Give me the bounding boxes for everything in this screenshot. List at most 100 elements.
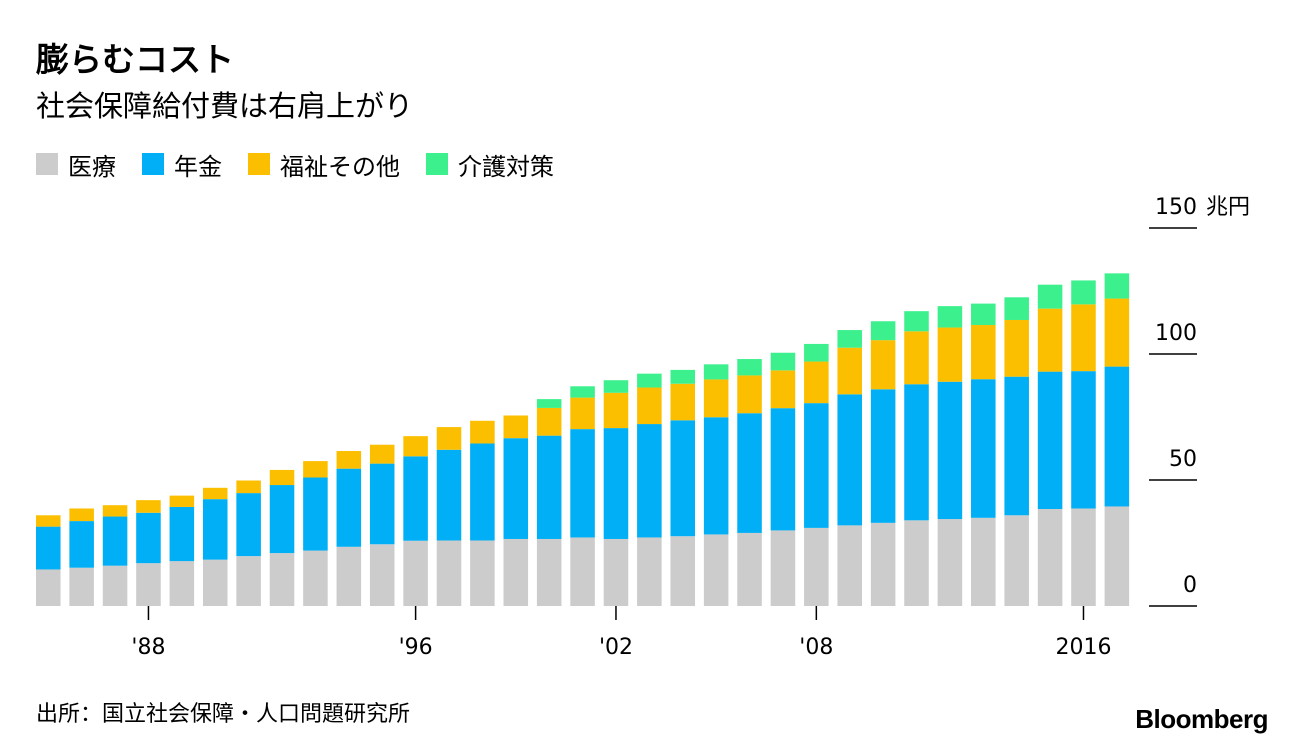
bar-segment-2014-s0 <box>1004 515 1029 606</box>
bar-segment-1987-s0 <box>102 565 128 606</box>
legend-swatch-nursing-care <box>426 153 448 175</box>
legend-label-medical: 医療 <box>68 152 116 181</box>
x-tick-label-2016: 2016 <box>1055 635 1111 660</box>
bar-segment-2010-s2 <box>870 340 896 390</box>
bar-segment-1989-s1 <box>169 506 195 562</box>
bar-segment-2006-s2 <box>737 375 762 414</box>
bar-segment-2004-s0 <box>670 536 696 606</box>
bar-segment-2007-s0 <box>770 530 796 606</box>
bar-segment-1996-s1 <box>403 456 428 541</box>
bar-segment-2003-s0 <box>637 537 662 606</box>
bar-segment-1987-s1 <box>102 516 128 566</box>
bar-segment-1989-s2 <box>169 495 195 507</box>
bar-segment-1997-s0 <box>436 540 462 606</box>
bar-segment-2005-s1 <box>703 417 729 535</box>
bar-segment-2006-s1 <box>737 413 762 533</box>
y-tick-label-150: 150 <box>1155 195 1197 220</box>
bar-segment-2002-s1 <box>603 428 629 539</box>
bar-segment-1997-s2 <box>436 427 462 450</box>
bar-segment-1994-s2 <box>336 451 362 469</box>
legend-item-welfare: 福祉その他 <box>248 147 400 182</box>
bar-segment-1999-s0 <box>503 538 529 606</box>
bar-segment-2005-s2 <box>703 379 729 418</box>
bar-segment-1986-s2 <box>69 508 94 522</box>
x-axis: '88 '96 '02 '08 2016 <box>131 606 1111 660</box>
bar-segment-1994-s0 <box>336 546 362 606</box>
bar-segment-2014-s2 <box>1004 319 1029 377</box>
bar-segment-2001-s1 <box>570 429 595 538</box>
bar-segment-2013-s3 <box>971 303 996 326</box>
bar-segment-2009-s0 <box>837 525 862 606</box>
bar-segment-2015-s0 <box>1037 508 1063 606</box>
legend-label-nursing-care: 介護対策 <box>458 152 554 181</box>
bar-segment-2010-s0 <box>870 522 896 606</box>
bar-segment-2013-s2 <box>971 325 996 380</box>
bar-segment-1999-s1 <box>503 438 529 539</box>
bar-segment-2009-s2 <box>837 347 862 395</box>
bar-segment-2005-s0 <box>703 534 729 606</box>
bar-segment-2013-s1 <box>971 379 996 518</box>
bar-segment-2002-s2 <box>603 392 629 429</box>
bar-segment-2011-s2 <box>904 331 929 385</box>
bar-segment-2014-s3 <box>1004 297 1029 320</box>
bar-segment-1988-s2 <box>136 500 161 513</box>
bar-segment-2008-s3 <box>804 343 829 362</box>
bar-segment-2009-s3 <box>837 330 862 348</box>
bar-segment-2008-s1 <box>804 403 829 528</box>
legend-item-nursing-care: 介護対策 <box>426 147 554 182</box>
bar-segment-2002-s0 <box>603 538 629 606</box>
bar-segment-2012-s0 <box>937 519 963 606</box>
legend: 医療 年金 福祉その他 介護対策 <box>36 147 554 181</box>
bar-segment-1988-s0 <box>136 563 161 606</box>
bar-segment-1995-s0 <box>369 544 395 606</box>
bar-segment-1993-s2 <box>303 461 328 478</box>
bar-segment-2010-s1 <box>870 389 896 523</box>
bar-segment-1998-s1 <box>470 443 495 541</box>
legend-label-pension: 年金 <box>174 152 222 181</box>
bar-segment-2015-s2 <box>1037 308 1063 372</box>
bar-segment-2003-s3 <box>637 373 662 388</box>
bar-segment-1990-s0 <box>202 559 228 606</box>
bar-segment-1986-s0 <box>69 567 94 606</box>
bar-segment-2000-s1 <box>536 435 562 539</box>
legend-label-welfare: 福祉その他 <box>280 152 400 181</box>
bar-segment-2012-s1 <box>937 381 963 520</box>
bar-segment-2001-s3 <box>570 386 595 398</box>
bar-segment-1990-s1 <box>202 499 228 560</box>
bar-segment-2012-s3 <box>937 306 963 328</box>
bar-segment-2001-s0 <box>570 537 595 606</box>
bar-segment-2004-s1 <box>670 420 696 537</box>
bar-segment-2008-s2 <box>804 361 829 404</box>
y-tick-label-100: 100 <box>1155 321 1197 346</box>
bar-segment-2004-s3 <box>670 369 696 384</box>
bar-segment-1989-s0 <box>169 561 195 606</box>
bar-segment-2006-s0 <box>737 532 762 606</box>
y-tick-label-0: 0 <box>1183 573 1197 598</box>
bar-segment-1987-s2 <box>102 505 128 517</box>
bar-segment-2005-s3 <box>703 364 729 380</box>
bar-segment-1991-s2 <box>236 480 261 494</box>
legend-swatch-pension <box>142 153 164 175</box>
bar-segment-2016-s1 <box>1071 371 1096 509</box>
bar-segment-1985-s2 <box>36 515 61 527</box>
bar-segment-2015-s3 <box>1037 284 1063 309</box>
bar-segment-2016-s3 <box>1071 280 1096 305</box>
bar-segment-2002-s3 <box>603 380 629 393</box>
x-tick-label-2008: '08 <box>799 635 833 660</box>
bar-segment-1999-s2 <box>503 415 529 439</box>
bar-segment-2010-s3 <box>870 321 896 341</box>
bars-layer <box>36 273 1130 606</box>
bar-segment-1994-s1 <box>336 468 362 547</box>
bar-segment-2000-s0 <box>536 538 562 606</box>
bar-segment-2008-s0 <box>804 527 829 606</box>
bar-segment-1998-s0 <box>470 540 495 606</box>
bar-segment-2003-s2 <box>637 387 662 425</box>
bar-segment-2000-s2 <box>536 407 562 436</box>
legend-swatch-welfare <box>248 153 270 175</box>
bar-segment-2014-s1 <box>1004 376 1029 516</box>
bar-segment-1992-s2 <box>269 469 295 486</box>
x-tick-label-1996: '96 <box>399 635 433 660</box>
legend-item-medical: 医療 <box>36 147 116 182</box>
bar-segment-1990-s2 <box>202 487 228 500</box>
